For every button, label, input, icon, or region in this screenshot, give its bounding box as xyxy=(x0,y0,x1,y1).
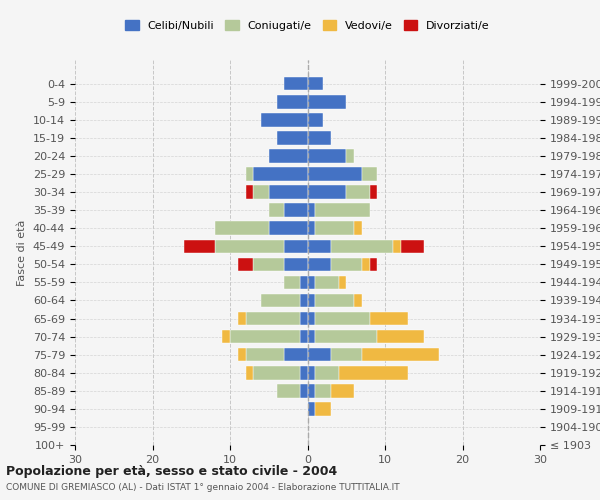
Y-axis label: Fasce di età: Fasce di età xyxy=(17,220,28,286)
Bar xyxy=(315,366,338,380)
Bar xyxy=(346,149,354,162)
Bar xyxy=(331,258,362,271)
Bar xyxy=(401,240,424,253)
Bar xyxy=(308,168,362,181)
Bar xyxy=(300,294,308,308)
Bar xyxy=(308,330,315,344)
Bar xyxy=(277,384,300,398)
Bar xyxy=(238,312,245,326)
Bar xyxy=(300,330,308,344)
Bar xyxy=(308,204,315,217)
Bar xyxy=(331,240,393,253)
Bar xyxy=(253,186,269,199)
Bar xyxy=(308,366,315,380)
Bar xyxy=(377,330,424,344)
Text: Popolazione per età, sesso e stato civile - 2004: Popolazione per età, sesso e stato civil… xyxy=(6,465,337,478)
Bar xyxy=(253,366,300,380)
Bar xyxy=(300,276,308,289)
Bar xyxy=(215,222,269,235)
Bar xyxy=(315,294,354,308)
Bar xyxy=(338,366,408,380)
Bar xyxy=(370,258,377,271)
Bar xyxy=(245,186,253,199)
Bar xyxy=(184,240,215,253)
Bar xyxy=(354,294,362,308)
Bar xyxy=(245,366,253,380)
Bar xyxy=(308,402,315,415)
Bar xyxy=(315,330,377,344)
Bar xyxy=(300,384,308,398)
Bar xyxy=(308,258,331,271)
Bar xyxy=(308,312,315,326)
Bar xyxy=(308,384,315,398)
Bar xyxy=(354,222,362,235)
Bar xyxy=(308,222,315,235)
Bar xyxy=(331,384,354,398)
Bar xyxy=(261,294,300,308)
Bar xyxy=(261,113,308,126)
Bar xyxy=(300,366,308,380)
Bar xyxy=(308,95,346,108)
Bar xyxy=(284,348,308,362)
Text: COMUNE DI GREMIASCO (AL) - Dati ISTAT 1° gennaio 2004 - Elaborazione TUTTITALIA.: COMUNE DI GREMIASCO (AL) - Dati ISTAT 1°… xyxy=(6,482,400,492)
Bar xyxy=(308,294,315,308)
Bar xyxy=(362,258,370,271)
Bar xyxy=(308,186,346,199)
Bar xyxy=(308,276,315,289)
Bar xyxy=(362,168,377,181)
Bar xyxy=(315,276,338,289)
Bar xyxy=(315,204,370,217)
Bar xyxy=(284,240,308,253)
Bar xyxy=(362,348,439,362)
Bar xyxy=(315,384,331,398)
Bar xyxy=(253,168,308,181)
Bar xyxy=(284,204,308,217)
Bar xyxy=(215,240,284,253)
Bar xyxy=(315,312,370,326)
Bar xyxy=(269,222,308,235)
Bar xyxy=(315,222,354,235)
Bar xyxy=(308,113,323,126)
Bar xyxy=(284,276,300,289)
Bar xyxy=(245,348,284,362)
Bar xyxy=(308,77,323,90)
Bar xyxy=(346,186,370,199)
Bar xyxy=(253,258,284,271)
Legend: Celibi/Nubili, Coniugati/e, Vedovi/e, Divorziati/e: Celibi/Nubili, Coniugati/e, Vedovi/e, Di… xyxy=(121,16,494,35)
Bar xyxy=(269,186,308,199)
Bar xyxy=(269,149,308,162)
Bar xyxy=(393,240,401,253)
Bar xyxy=(269,204,284,217)
Bar xyxy=(245,168,253,181)
Bar xyxy=(315,402,331,415)
Bar xyxy=(308,149,346,162)
Bar xyxy=(238,258,253,271)
Bar xyxy=(277,95,308,108)
Bar xyxy=(338,276,346,289)
Bar xyxy=(308,240,331,253)
Bar xyxy=(308,131,331,144)
Bar xyxy=(370,186,377,199)
Bar xyxy=(300,312,308,326)
Bar xyxy=(230,330,300,344)
Bar xyxy=(245,312,300,326)
Bar xyxy=(238,348,245,362)
Bar xyxy=(331,348,362,362)
Bar xyxy=(284,77,308,90)
Bar xyxy=(284,258,308,271)
Bar xyxy=(222,330,230,344)
Bar xyxy=(308,348,331,362)
Bar xyxy=(370,312,408,326)
Bar xyxy=(277,131,308,144)
